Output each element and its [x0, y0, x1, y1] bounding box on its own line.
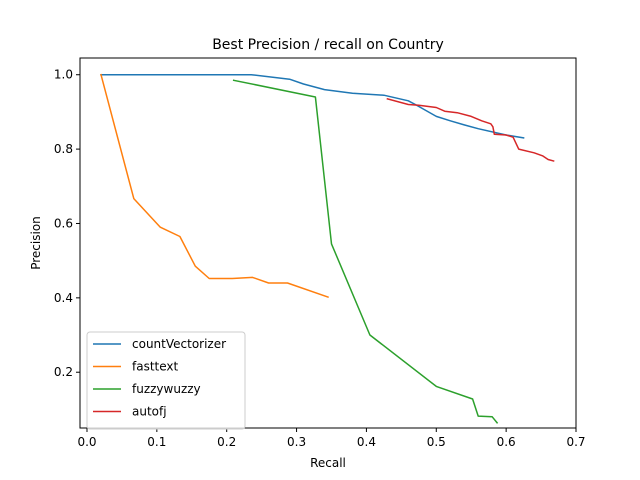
plot-area: 0.0 0.1 0.2 0.3 0.4 0.5 0.6 0.7 0.2 0.4 0.6 0.8 1.0: [54, 68, 586, 449]
chart-title: Best Precision / recall on Country: [212, 37, 444, 53]
y-tick-label: 0.2: [54, 365, 73, 379]
x-tick-label: 0.0: [77, 435, 96, 449]
series-line-fasttext: [100, 73, 329, 299]
x-tick-label: 0.6: [497, 435, 516, 449]
y-tick-label: 1.0: [54, 68, 73, 82]
x-tick-label: 0.3: [287, 435, 306, 449]
legend-label: fuzzywuzzy: [132, 382, 201, 396]
legend-label: countVectorizer: [132, 337, 226, 351]
x-tick-label: 0.4: [357, 435, 376, 449]
legend-label: autofj: [132, 405, 167, 419]
series-line-autofj: [386, 97, 555, 162]
x-tick-label: 0.5: [427, 435, 446, 449]
series-line-countvectorizer: [100, 73, 525, 139]
x-axis-label: Recall: [310, 456, 346, 470]
y-axis-label: Precision: [29, 216, 43, 270]
legend-box: [86, 331, 246, 430]
x-tick-label: 0.1: [147, 435, 166, 449]
series-line-fuzzywuzzy: [232, 79, 499, 424]
y-tick-label: 0.6: [54, 216, 73, 230]
legend-label: fasttext: [132, 360, 179, 374]
y-tick-label: 0.8: [54, 142, 73, 156]
x-tick-label: 0.7: [566, 435, 585, 449]
plot-frame: [79, 57, 577, 429]
y-tick-label: 0.4: [54, 291, 73, 305]
legend: countVectorizer fasttext fuzzywuzzy autofj: [86, 331, 246, 430]
x-tick-label: 0.2: [217, 435, 236, 449]
